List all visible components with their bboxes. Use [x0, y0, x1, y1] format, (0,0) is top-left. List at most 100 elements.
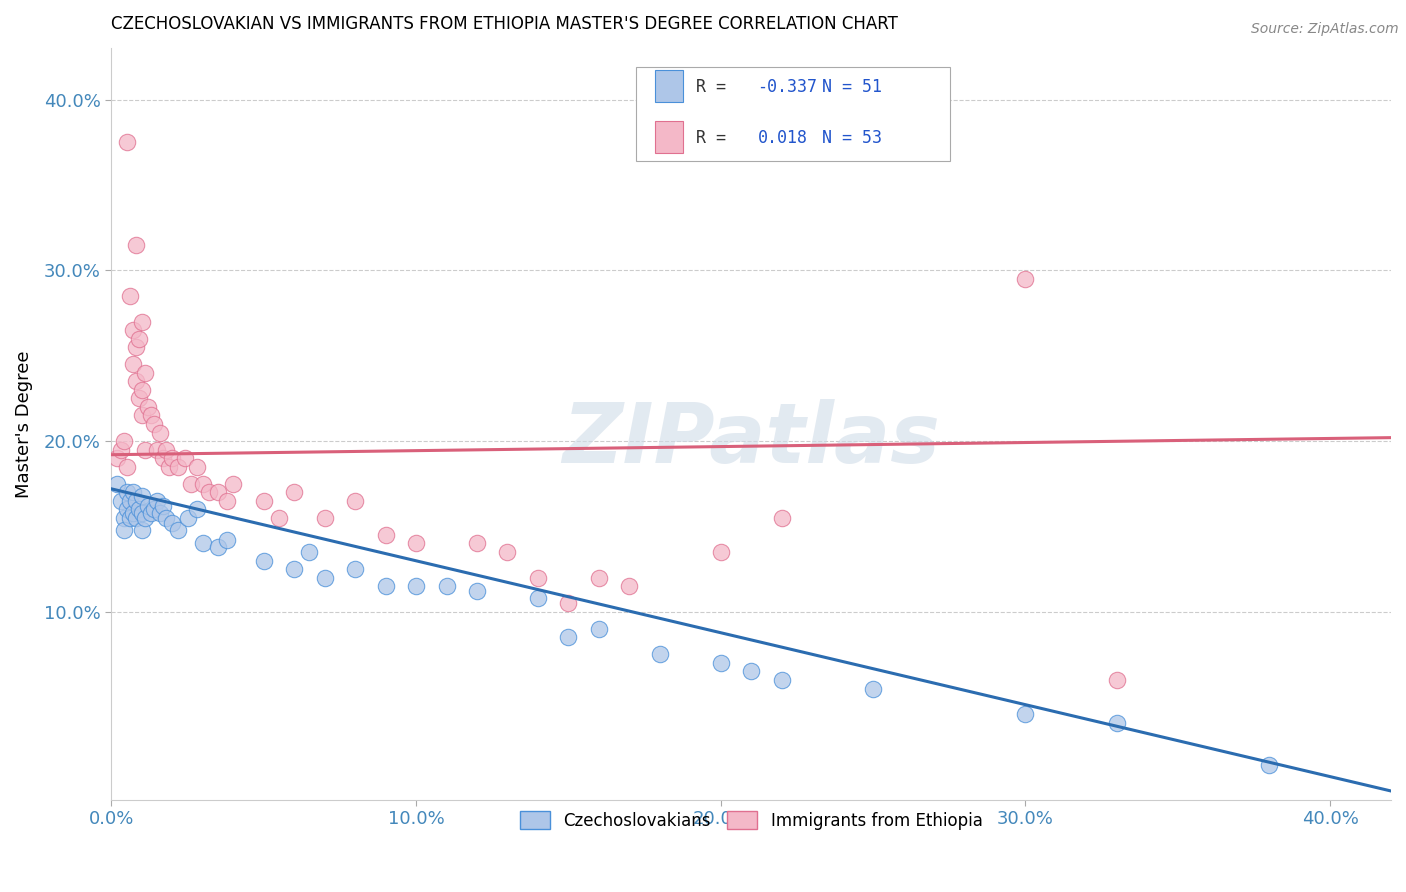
Point: [134, 442, 156, 457]
Point: [125, 493, 148, 508]
Point: [125, 511, 148, 525]
Bar: [655, 121, 683, 153]
Point: [207, 485, 229, 500]
Point: [110, 442, 132, 457]
Point: [1258, 758, 1281, 772]
Point: [149, 425, 172, 440]
Point: [186, 459, 208, 474]
Text: Source: ZipAtlas.com: Source: ZipAtlas.com: [1251, 22, 1399, 37]
Point: [405, 579, 427, 593]
Point: [118, 289, 141, 303]
Point: [162, 451, 184, 466]
Point: [1014, 272, 1036, 286]
Point: [149, 506, 172, 520]
FancyBboxPatch shape: [636, 67, 949, 161]
Point: [115, 502, 138, 516]
Point: [136, 400, 159, 414]
Bar: [655, 70, 683, 102]
Point: [125, 374, 148, 388]
Point: [1105, 673, 1128, 687]
Point: [527, 591, 550, 606]
Point: [125, 237, 148, 252]
Point: [125, 340, 148, 354]
Text: R =: R =: [696, 78, 737, 95]
Point: [134, 511, 156, 525]
Point: [557, 596, 579, 610]
Point: [557, 631, 579, 645]
Point: [176, 511, 198, 525]
Point: [118, 511, 141, 525]
Point: [619, 579, 641, 593]
Point: [107, 476, 129, 491]
Point: [118, 493, 141, 508]
Point: [862, 681, 884, 696]
Point: [131, 489, 153, 503]
Point: [222, 476, 245, 491]
Point: [191, 476, 214, 491]
Point: [143, 417, 166, 431]
Point: [167, 459, 190, 474]
Point: [1014, 707, 1036, 722]
Point: [134, 366, 156, 380]
Point: [155, 511, 177, 525]
Point: [157, 459, 180, 474]
Point: [465, 584, 488, 599]
Point: [115, 136, 138, 150]
Point: [136, 499, 159, 513]
Point: [588, 571, 610, 585]
Point: [405, 536, 427, 550]
Legend: Czechoslovakians, Immigrants from Ethiopia: Czechoslovakians, Immigrants from Ethiop…: [513, 805, 990, 837]
Point: [588, 622, 610, 636]
Point: [527, 571, 550, 585]
Point: [710, 656, 733, 670]
Point: [112, 511, 135, 525]
Point: [344, 493, 367, 508]
Point: [1105, 715, 1128, 730]
Point: [167, 523, 190, 537]
Point: [374, 528, 396, 542]
Point: [162, 516, 184, 530]
Point: [146, 442, 169, 457]
Point: [436, 579, 458, 593]
Point: [139, 409, 162, 423]
Point: [648, 648, 671, 662]
Point: [143, 502, 166, 516]
Point: [107, 451, 129, 466]
Point: [152, 499, 174, 513]
Point: [283, 562, 305, 576]
Text: -0.337: -0.337: [758, 78, 818, 95]
Y-axis label: Master's Degree: Master's Degree: [15, 351, 32, 498]
Point: [267, 511, 290, 525]
Point: [186, 502, 208, 516]
Point: [298, 545, 321, 559]
Point: [283, 485, 305, 500]
Point: [110, 493, 132, 508]
Point: [253, 553, 276, 567]
Point: [314, 571, 336, 585]
Point: [155, 442, 177, 457]
Point: [180, 476, 202, 491]
Point: [146, 493, 169, 508]
Text: N = 51: N = 51: [821, 78, 882, 95]
Point: [173, 451, 195, 466]
Point: [770, 673, 793, 687]
Point: [770, 511, 793, 525]
Text: N = 53: N = 53: [821, 128, 882, 147]
Point: [710, 545, 733, 559]
Text: 0.018: 0.018: [758, 128, 807, 147]
Point: [121, 506, 143, 520]
Point: [128, 392, 150, 406]
Point: [740, 665, 762, 679]
Point: [139, 506, 162, 520]
Point: [121, 357, 143, 371]
Point: [112, 523, 135, 537]
Point: [131, 314, 153, 328]
Point: [191, 536, 214, 550]
Point: [131, 409, 153, 423]
Point: [496, 545, 519, 559]
Point: [198, 485, 221, 500]
Point: [131, 523, 153, 537]
Point: [253, 493, 276, 508]
Point: [374, 579, 396, 593]
Point: [115, 485, 138, 500]
